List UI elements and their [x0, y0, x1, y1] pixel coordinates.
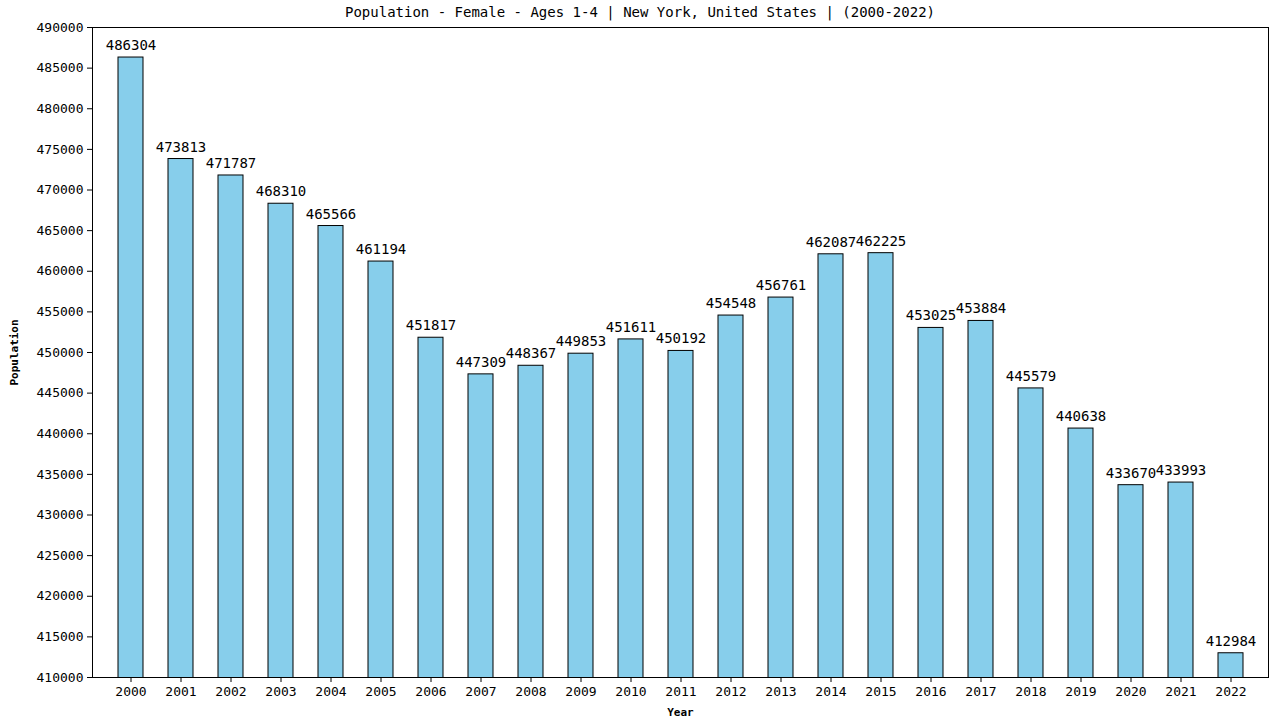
svg-text:2002: 2002 [215, 684, 246, 699]
svg-text:485000: 485000 [37, 60, 84, 75]
svg-text:2005: 2005 [365, 684, 396, 699]
svg-text:2018: 2018 [1015, 684, 1046, 699]
svg-text:2003: 2003 [265, 684, 296, 699]
html-text:Population - Female - Ages 1-4: Population - Female - Ages 1-4 | New Yor… [345, 4, 935, 20]
svg-text:2009: 2009 [565, 684, 596, 699]
svg-text:490000: 490000 [37, 20, 84, 35]
svg-text:475000: 475000 [37, 142, 84, 157]
svg-text:447309: 447309 [456, 354, 507, 370]
svg-text:2020: 2020 [1115, 684, 1146, 699]
svg-text:451817: 451817 [406, 317, 457, 333]
svg-text:435000: 435000 [37, 467, 84, 482]
svg-text:440000: 440000 [37, 426, 84, 441]
svg-text:440638: 440638 [1056, 408, 1107, 424]
svg-text:455000: 455000 [37, 304, 84, 319]
svg-text:2012: 2012 [715, 684, 746, 699]
svg-text:430000: 430000 [37, 507, 84, 522]
svg-text:453884: 453884 [956, 300, 1007, 316]
svg-text:2016: 2016 [915, 684, 946, 699]
svg-text:2015: 2015 [865, 684, 896, 699]
svg-text:445000: 445000 [37, 385, 84, 400]
svg-text:451611: 451611 [606, 319, 657, 335]
svg-text:486304: 486304 [106, 37, 157, 53]
svg-text:425000: 425000 [37, 548, 84, 563]
svg-text:2019: 2019 [1065, 684, 1096, 699]
svg-text:412984: 412984 [1206, 633, 1257, 649]
svg-text:2022: 2022 [1215, 684, 1246, 699]
svg-text:470000: 470000 [37, 182, 84, 197]
svg-text:453025: 453025 [906, 307, 957, 323]
svg-text:2011: 2011 [665, 684, 696, 699]
svg-text:2021: 2021 [1165, 684, 1196, 699]
svg-text:456761: 456761 [756, 277, 807, 293]
svg-text:461194: 461194 [356, 241, 407, 257]
svg-text:2006: 2006 [415, 684, 446, 699]
svg-text:2017: 2017 [965, 684, 996, 699]
svg-text:462087: 462087 [806, 234, 857, 250]
svg-text:449853: 449853 [556, 333, 607, 349]
svg-text:445579: 445579 [1006, 368, 1057, 384]
svg-text:465566: 465566 [306, 206, 357, 222]
svg-text:471787: 471787 [206, 155, 257, 171]
svg-text:2007: 2007 [465, 684, 496, 699]
svg-text:2008: 2008 [515, 684, 546, 699]
svg-text:433993: 433993 [1156, 462, 1207, 478]
svg-text:450000: 450000 [37, 345, 84, 360]
svg-text:448367: 448367 [506, 345, 557, 361]
svg-text:Year: Year [667, 706, 694, 719]
svg-text:2014: 2014 [815, 684, 846, 699]
svg-text:2004: 2004 [315, 684, 346, 699]
svg-text:2013: 2013 [765, 684, 796, 699]
svg-text:2010: 2010 [615, 684, 646, 699]
svg-text:462225: 462225 [856, 233, 907, 249]
svg-text:450192: 450192 [656, 330, 707, 346]
svg-text:454548: 454548 [706, 295, 757, 311]
svg-text:2001: 2001 [165, 684, 196, 699]
svg-text:473813: 473813 [156, 138, 207, 154]
svg-text:468310: 468310 [256, 183, 307, 199]
svg-text:433670: 433670 [1106, 465, 1157, 481]
svg-text:415000: 415000 [37, 629, 84, 644]
svg-text:480000: 480000 [37, 101, 84, 116]
svg-text:2000: 2000 [115, 684, 146, 699]
svg-text:Population: Population [8, 319, 21, 385]
svg-text:465000: 465000 [37, 223, 84, 238]
svg-text:420000: 420000 [37, 588, 84, 603]
svg-text:410000: 410000 [37, 670, 84, 685]
svg-text:460000: 460000 [37, 263, 84, 278]
